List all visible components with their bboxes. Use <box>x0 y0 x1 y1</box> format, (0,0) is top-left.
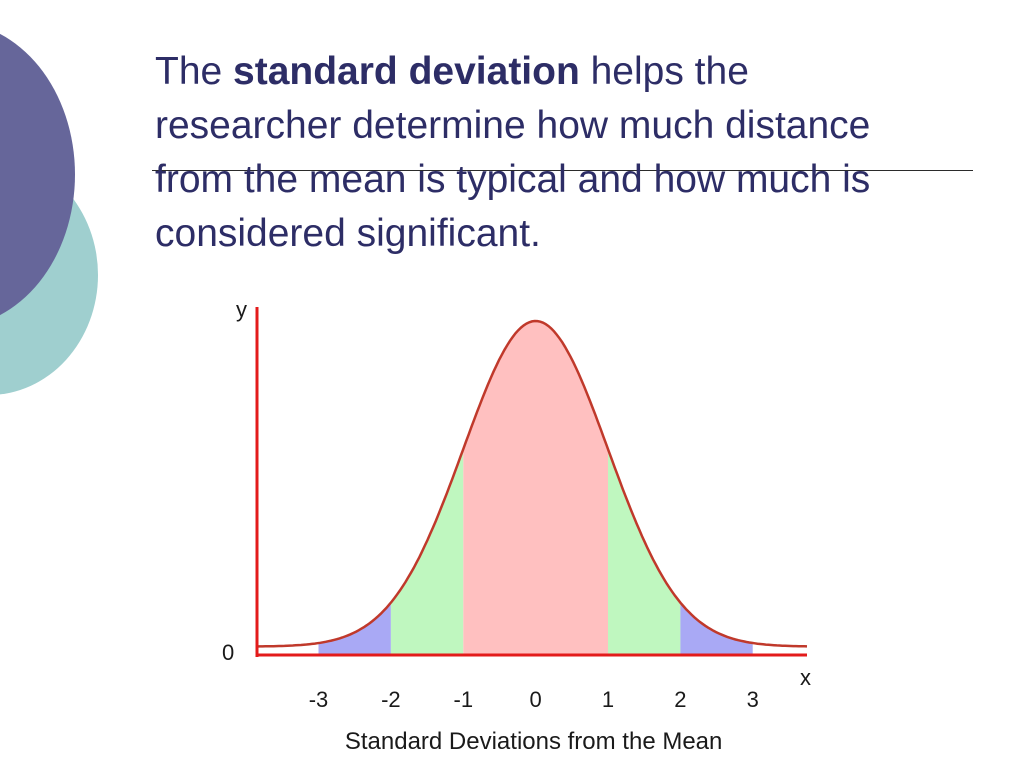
band-3 <box>463 321 608 655</box>
y-origin-label: 0 <box>222 640 234 665</box>
divider-line <box>152 170 973 171</box>
x-tick-label: -1 <box>454 687 474 712</box>
slide-text-end: helps the researcher determine how much … <box>155 50 871 255</box>
y-axis-letter: y <box>236 297 247 322</box>
x-tick-label: 2 <box>674 687 686 712</box>
band-5 <box>680 602 753 655</box>
x-tick-labels: -3 -2 -1 0 1 2 3 <box>309 687 759 712</box>
normal-distribution-chart: y x 0 -3 -2 -1 0 1 2 3 Standard Deviations fro… <box>222 297 811 755</box>
x-tick-label: 1 <box>602 687 614 712</box>
slide-text-bold: standard deviation <box>233 50 580 93</box>
slide-text-start: The <box>155 50 234 93</box>
slide-text: The standard deviation helps the researc… <box>155 45 945 261</box>
x-axis-title: Standard Deviations from the Mean <box>345 728 723 755</box>
band-1 <box>318 602 391 655</box>
x-axis-letter: x <box>800 665 811 690</box>
bands-layer <box>318 321 753 655</box>
x-tick-label: -3 <box>309 687 329 712</box>
distribution-curve <box>256 319 808 648</box>
x-tick-label: -2 <box>381 687 401 712</box>
x-tick-label: 0 <box>529 687 541 712</box>
x-tick-label: 3 <box>747 687 759 712</box>
